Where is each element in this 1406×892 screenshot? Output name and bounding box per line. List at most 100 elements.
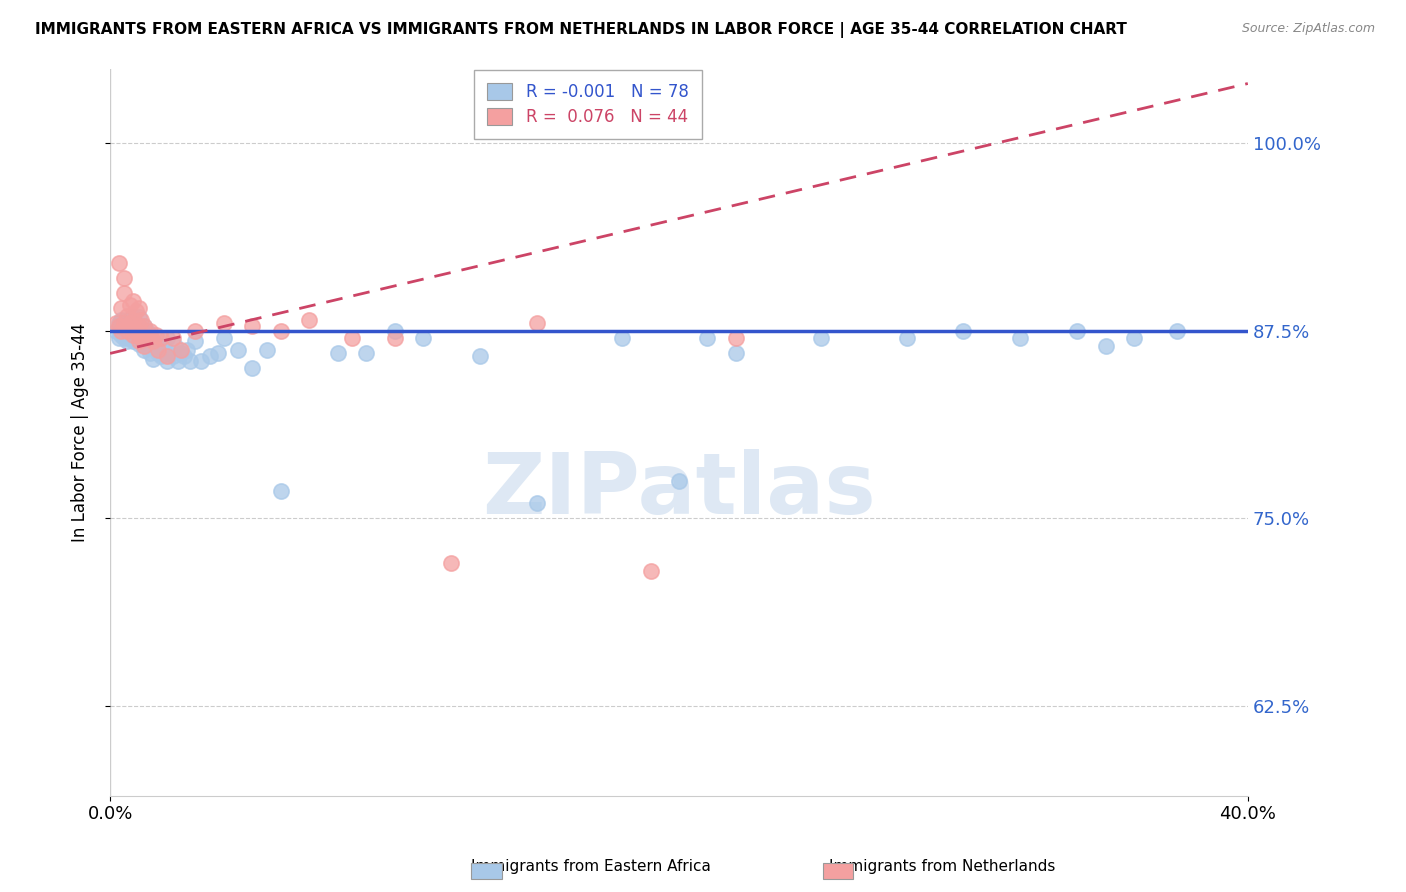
Point (1010, 331, 1032, 345)
Point (139, 328, 162, 343)
Point (115, 324, 138, 338)
Point (139, 324, 162, 338)
Point (256, 343, 278, 358)
Point (179, 354, 201, 368)
Point (118, 298, 141, 312)
Point (128, 319, 150, 334)
Point (270, 324, 292, 338)
Point (128, 310, 150, 325)
Point (162, 350, 184, 364)
Point (110, 319, 132, 334)
Point (468, 350, 491, 364)
Point (198, 350, 221, 364)
Point (118, 319, 141, 334)
Point (139, 346, 162, 360)
Point (134, 331, 156, 345)
Y-axis label: In Labor Force | Age 35-44: In Labor Force | Age 35-44 (72, 323, 89, 541)
Point (124, 304, 146, 318)
Point (640, 564, 662, 578)
Text: IMMIGRANTS FROM EASTERN AFRICA VS IMMIGRANTS FROM NETHERLANDS IN LABOR FORCE | A: IMMIGRANTS FROM EASTERN AFRICA VS IMMIGR… (35, 22, 1128, 38)
Point (121, 310, 143, 325)
Point (165, 339, 187, 353)
Point (153, 339, 176, 353)
Point (148, 343, 170, 358)
Point (1123, 331, 1146, 345)
Point (124, 324, 146, 338)
Point (440, 557, 463, 571)
Point (107, 331, 129, 345)
Point (121, 328, 143, 343)
Point (384, 331, 406, 345)
Point (107, 319, 129, 334)
Point (128, 337, 150, 351)
Point (896, 331, 918, 345)
Point (159, 346, 181, 360)
Point (124, 324, 146, 338)
Point (142, 352, 165, 367)
Point (107, 317, 129, 331)
Point (118, 331, 141, 345)
Point (156, 354, 179, 368)
Point (526, 496, 548, 510)
Point (207, 346, 229, 360)
Point (110, 301, 132, 316)
Point (226, 343, 249, 358)
Text: Immigrants from Eastern Africa: Immigrants from Eastern Africa (471, 859, 710, 874)
Point (1066, 324, 1088, 338)
Point (148, 346, 170, 360)
Point (170, 343, 193, 358)
Point (156, 331, 179, 345)
Point (115, 324, 138, 338)
Point (118, 324, 141, 338)
Point (724, 331, 747, 345)
Text: Source: ZipAtlas.com: Source: ZipAtlas.com (1241, 22, 1375, 36)
Point (354, 346, 377, 360)
Point (121, 334, 143, 349)
Point (136, 324, 159, 338)
Text: ZIPatlas: ZIPatlas (482, 449, 876, 532)
Point (134, 319, 156, 334)
Point (184, 334, 207, 349)
Point (724, 346, 747, 360)
Point (128, 301, 150, 316)
Point (156, 350, 179, 364)
Point (115, 313, 138, 327)
Point (131, 322, 153, 336)
Point (145, 343, 167, 358)
Legend: R = -0.001   N = 78, R =  0.076   N = 44: R = -0.001 N = 78, R = 0.076 N = 44 (474, 70, 702, 139)
Point (1094, 339, 1116, 353)
Point (142, 334, 165, 349)
Point (340, 331, 363, 345)
Text: Immigrants from Netherlands: Immigrants from Netherlands (828, 859, 1056, 874)
Point (952, 324, 974, 338)
Point (112, 317, 135, 331)
Point (610, 331, 633, 345)
Point (150, 331, 173, 345)
Point (668, 474, 690, 488)
Point (110, 324, 132, 338)
Point (136, 339, 159, 353)
Point (118, 313, 141, 327)
Point (526, 317, 548, 331)
Point (121, 293, 143, 308)
Point (162, 331, 184, 345)
Point (145, 328, 167, 343)
Point (128, 328, 150, 343)
Point (131, 331, 153, 345)
Point (212, 317, 235, 331)
Point (104, 324, 127, 338)
Point (190, 354, 212, 368)
Point (270, 484, 292, 499)
Point (115, 309, 138, 323)
Point (142, 334, 165, 349)
Point (173, 350, 195, 364)
Point (184, 324, 207, 338)
Point (121, 313, 143, 327)
Point (110, 328, 132, 343)
Point (167, 354, 190, 368)
Point (240, 361, 263, 376)
Point (176, 343, 198, 358)
Point (136, 331, 159, 345)
Point (240, 319, 263, 334)
Point (298, 313, 321, 327)
